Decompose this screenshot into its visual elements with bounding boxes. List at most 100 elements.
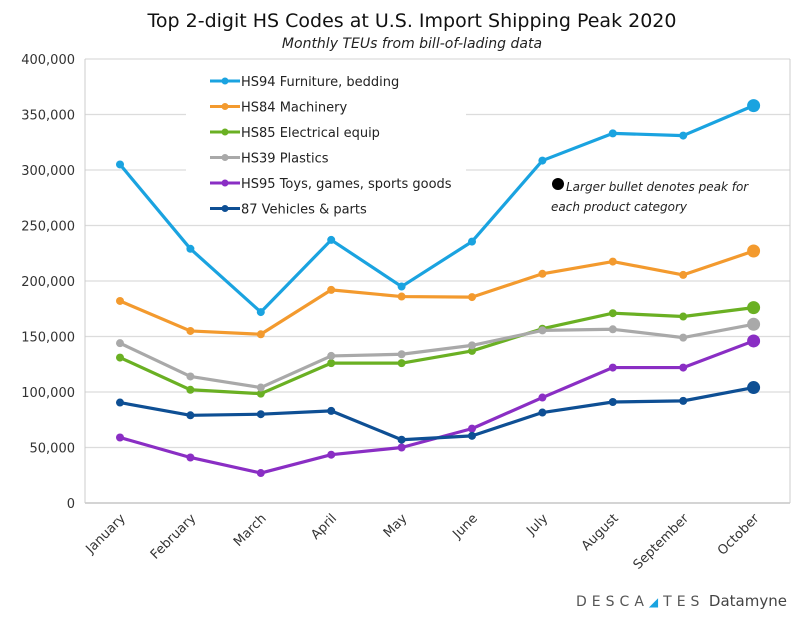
- legend-label: HS85 Electrical equip: [241, 126, 380, 141]
- chart-subtitle: Monthly TEUs from bill-of-lading data: [282, 36, 542, 52]
- data-point: [256, 389, 265, 398]
- data-point: [116, 433, 124, 442]
- data-point: [679, 333, 688, 342]
- series-3: [116, 317, 761, 392]
- data-point: [116, 339, 124, 348]
- data-point: [679, 270, 688, 279]
- data-point: [397, 350, 406, 359]
- data-point: [397, 282, 406, 291]
- legend-marker: [221, 179, 229, 187]
- data-point: [608, 363, 617, 372]
- data-point: [256, 469, 265, 478]
- legend-label: 87 Vehicles & parts: [241, 203, 367, 218]
- data-point: [186, 372, 195, 381]
- descartes-datamyne-logo: DESCA◢TES Datamyne: [576, 592, 787, 610]
- y-tick-label: 150,000: [21, 331, 75, 346]
- logo-product: Datamyne: [708, 592, 787, 610]
- y-tick-label: 200,000: [21, 275, 75, 290]
- data-point: [608, 325, 617, 334]
- annotation-line-1: Larger bullet denotes peak for: [566, 180, 749, 194]
- y-tick-label: 0: [67, 497, 75, 512]
- data-point: [256, 308, 265, 317]
- data-point: [679, 312, 688, 321]
- y-tick-label: 50,000: [30, 442, 76, 457]
- data-point: [538, 269, 547, 278]
- data-point: [608, 309, 617, 318]
- data-point: [116, 353, 124, 362]
- legend-label: HS39 Plastics: [241, 152, 329, 167]
- data-point: [327, 351, 336, 360]
- annotation-line-2: each product category: [551, 200, 688, 214]
- data-point: [327, 450, 336, 459]
- data-point: [538, 156, 547, 165]
- legend-marker: [221, 128, 229, 136]
- x-tick-label: March: [231, 511, 270, 550]
- data-point: [327, 285, 336, 294]
- data-point: [608, 129, 617, 138]
- data-point: [468, 431, 476, 440]
- series-0: [116, 99, 761, 317]
- series-line: [119, 385, 754, 442]
- data-point: [679, 131, 688, 140]
- data-point: [186, 385, 195, 394]
- series-line: [119, 249, 755, 336]
- data-point: [468, 293, 476, 302]
- logo-letter: S: [690, 594, 705, 610]
- logo-letter: E: [676, 594, 691, 610]
- data-point: [468, 424, 476, 433]
- series-line: [119, 322, 754, 390]
- data-point: [327, 359, 336, 368]
- peak-point: [747, 301, 761, 315]
- data-point: [538, 393, 547, 402]
- series-line: [119, 306, 754, 396]
- logo-letter: A: [634, 594, 649, 610]
- x-tick-label: October: [715, 511, 763, 559]
- data-point: [397, 443, 406, 452]
- x-tick-label: August: [579, 511, 622, 554]
- data-point: [397, 435, 406, 444]
- x-tick-label: September: [631, 511, 693, 573]
- x-tick-label: April: [308, 511, 340, 543]
- legend-marker: [221, 77, 229, 85]
- logo-brand: DESCA◢TES: [576, 594, 704, 610]
- chart-title: Top 2-digit HS Codes at U.S. Import Ship…: [147, 10, 677, 32]
- legend-label: HS94 Furniture, bedding: [241, 75, 399, 90]
- y-tick-label: 100,000: [21, 386, 75, 401]
- x-tick-label: January: [83, 511, 129, 557]
- data-point: [186, 244, 195, 253]
- legend-marker: [221, 205, 229, 212]
- logo-letter: E: [591, 594, 606, 610]
- series-line: [119, 339, 755, 475]
- data-point: [186, 326, 195, 335]
- series-5: [116, 381, 761, 444]
- data-point: [538, 326, 547, 335]
- legend-marker: [221, 103, 229, 110]
- legend: HS94 Furniture, bedding HS84 Machinery HS8…: [210, 75, 452, 218]
- peak-point: [747, 317, 761, 331]
- data-point: [468, 346, 476, 355]
- legend-marker: [221, 154, 229, 161]
- data-point: [256, 330, 265, 339]
- y-tick-label: 400,000: [21, 53, 75, 68]
- peak-point: [747, 99, 761, 113]
- y-tick-label: 350,000: [21, 109, 75, 124]
- data-point: [397, 359, 406, 368]
- peak-point: [747, 244, 761, 258]
- logo-letter: T: [663, 594, 677, 610]
- x-tick-label: June: [449, 511, 480, 542]
- data-point: [116, 160, 124, 169]
- legend-label: HS95 Toys, games, sports goods: [241, 177, 452, 192]
- legend-background: [186, 62, 466, 222]
- x-tick-label: February: [148, 511, 200, 563]
- data-point: [256, 383, 265, 392]
- data-point: [116, 296, 124, 305]
- y-tick-label: 250,000: [21, 220, 75, 235]
- data-point: [327, 406, 336, 415]
- data-point: [608, 257, 617, 266]
- series-line: [118, 104, 755, 314]
- logo-letter: D: [576, 594, 592, 610]
- y-tick-label: 300,000: [21, 164, 75, 179]
- data-point: [116, 398, 124, 407]
- data-point: [679, 363, 688, 372]
